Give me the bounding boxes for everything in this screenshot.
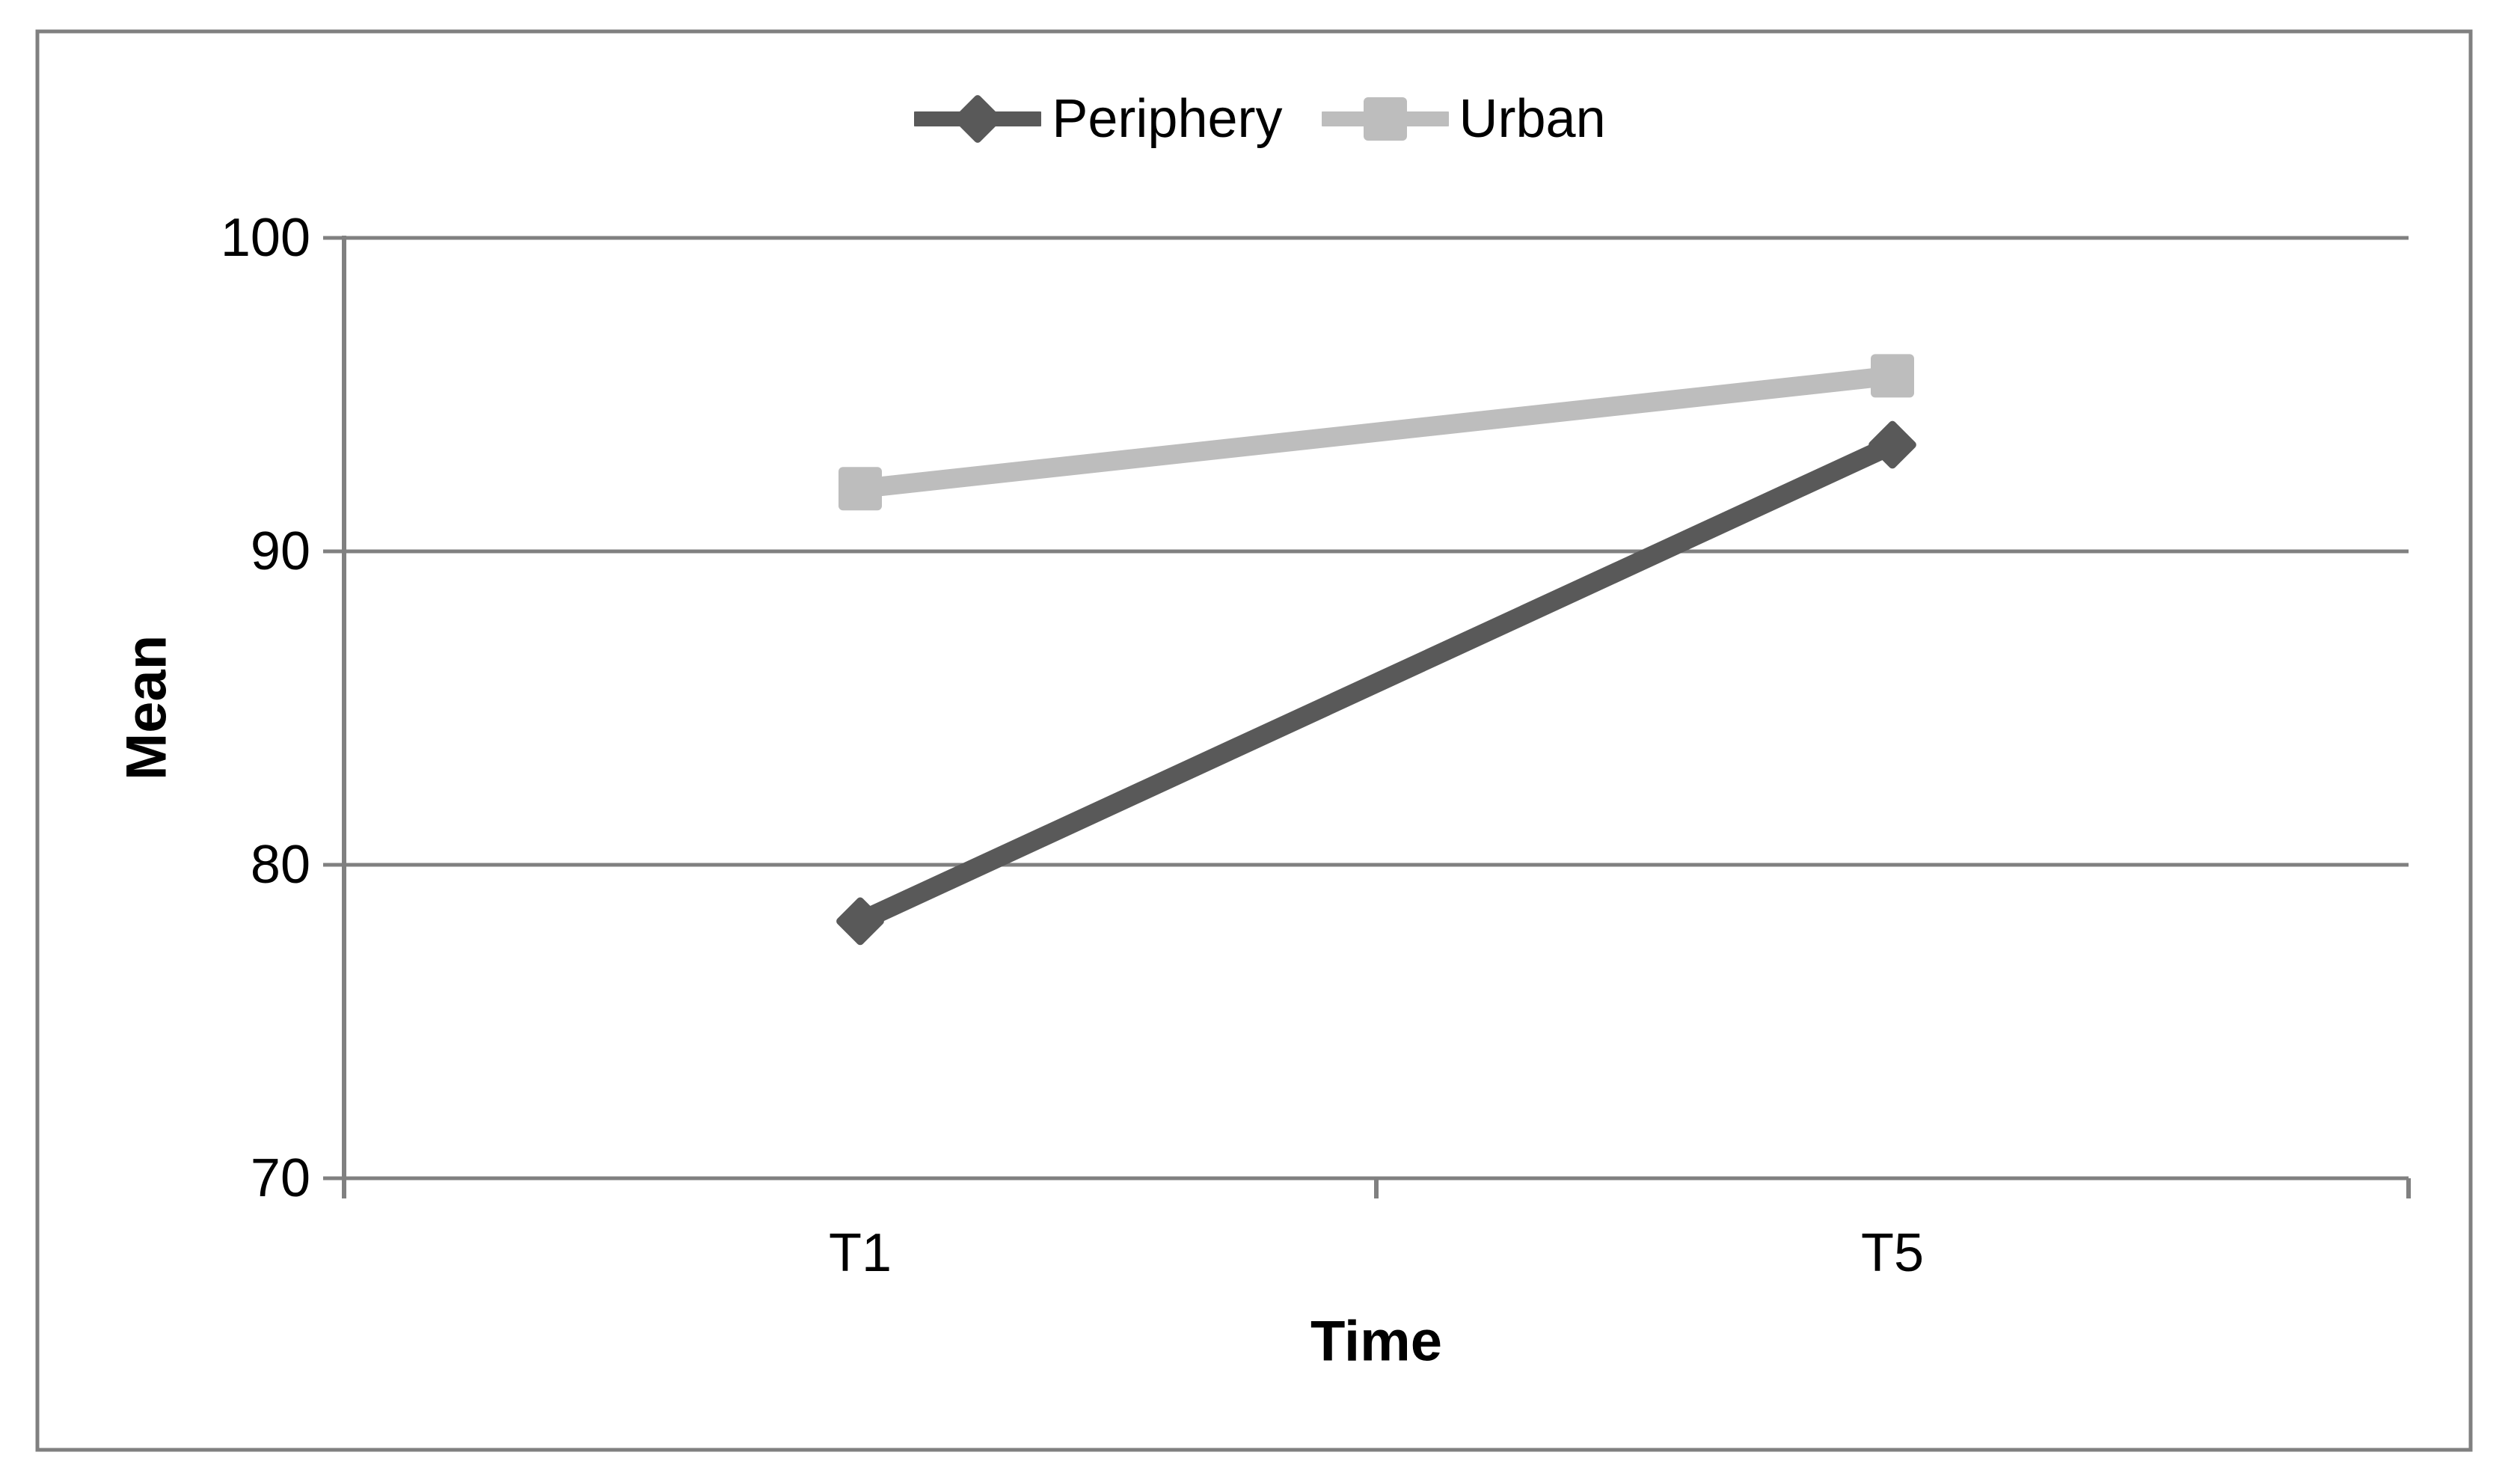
y-tick-label: 100 — [221, 208, 310, 268]
data-point-marker — [839, 467, 882, 511]
data-point-marker — [1871, 354, 1914, 398]
y-axis-tick-labels: 70 80 90 100 — [221, 208, 310, 1208]
x-tick-label: T5 — [1861, 1223, 1924, 1283]
y-tick-label: 80 — [251, 835, 310, 895]
series-line — [859, 366, 1894, 499]
chart-border — [35, 29, 2473, 1452]
data-point-marker — [1868, 420, 1916, 469]
y-tick-label: 90 — [251, 521, 310, 581]
x-axis-title: Time — [1310, 1310, 1442, 1374]
y-tick-label: 70 — [251, 1148, 310, 1208]
series-periphery — [836, 420, 1916, 946]
gridlines — [344, 236, 2409, 1181]
x-axis-tick-labels: T1 T5 — [829, 1223, 1924, 1283]
series-layer — [836, 354, 1916, 946]
y-axis-title: Mean — [115, 635, 179, 780]
data-point-marker — [836, 897, 884, 946]
series-urban — [839, 354, 1914, 511]
series-line — [856, 435, 1897, 931]
x-tick-label: T1 — [829, 1223, 892, 1283]
axes — [323, 236, 2411, 1198]
